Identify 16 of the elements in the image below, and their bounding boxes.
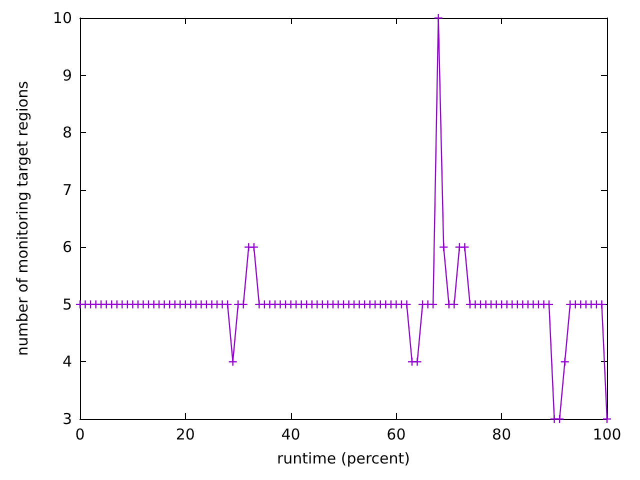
x-tick-label: 40 bbox=[281, 426, 300, 444]
y-tick-label: 5 bbox=[62, 295, 72, 314]
x-tick-label: 20 bbox=[176, 426, 195, 444]
x-tick-label: 0 bbox=[75, 426, 85, 444]
y-tick-label: 7 bbox=[62, 180, 72, 199]
x-tick-label: 80 bbox=[492, 426, 512, 444]
y-tick-label: 3 bbox=[62, 410, 72, 428]
y-tick-label: 9 bbox=[62, 66, 72, 84]
x-tick-label: 100 bbox=[592, 426, 622, 444]
y-tick-label: 6 bbox=[62, 238, 72, 256]
y-tick-label: 4 bbox=[62, 352, 72, 371]
x-tick-label: 60 bbox=[386, 426, 406, 444]
y-tick-label: 10 bbox=[52, 9, 72, 27]
y-tick-label: 8 bbox=[62, 124, 72, 142]
y-axis-title: number of monitoring target regions bbox=[14, 80, 32, 356]
x-axis-title: runtime (percent) bbox=[277, 450, 410, 468]
